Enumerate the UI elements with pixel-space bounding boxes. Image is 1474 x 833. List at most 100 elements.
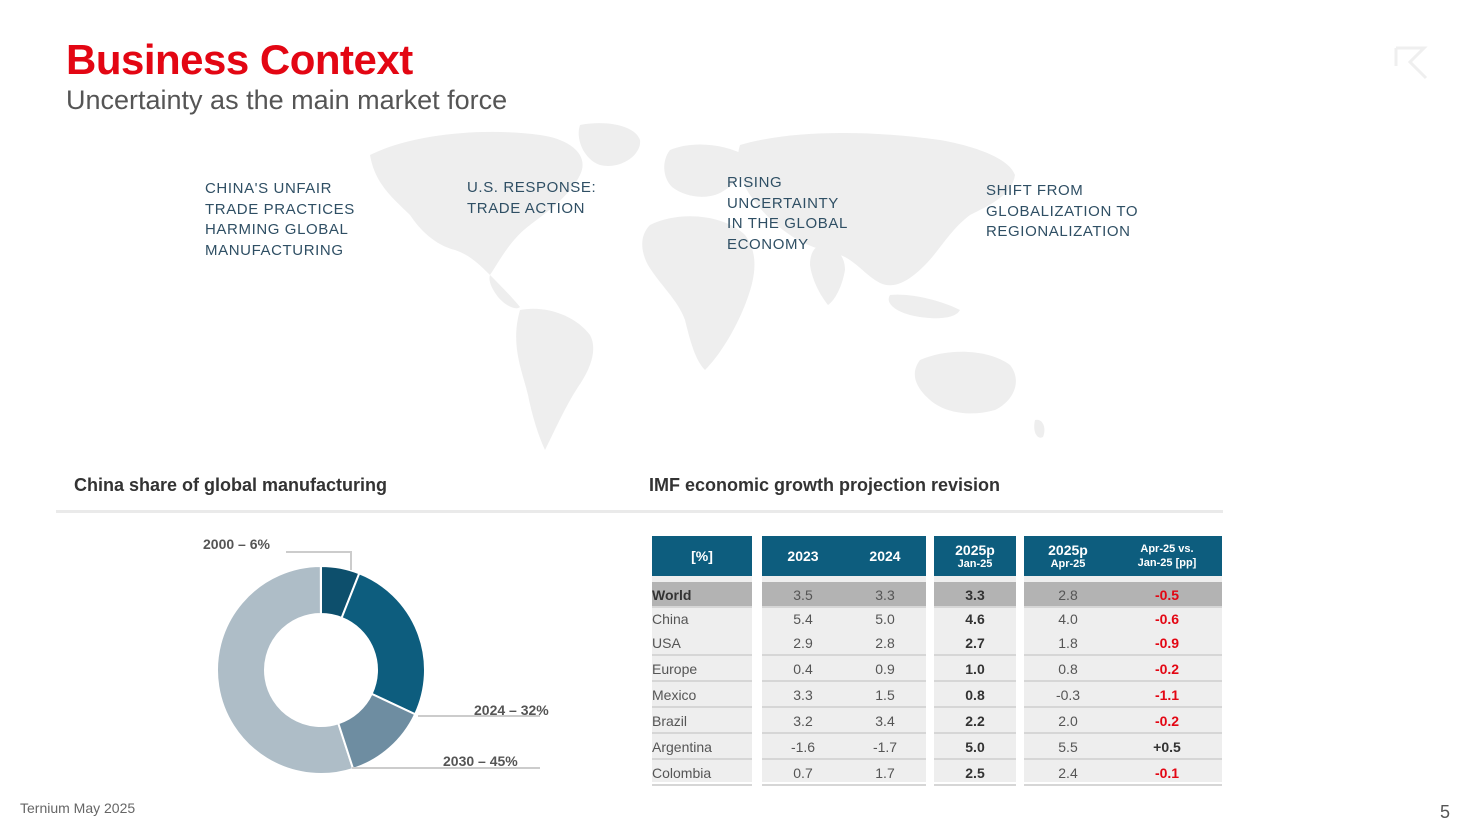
row-divider (652, 606, 752, 608)
cell-diff: -0.9 (1154, 635, 1180, 651)
row-divider (762, 784, 926, 786)
world-map-background (370, 123, 1045, 450)
row-divider (934, 706, 1016, 708)
cell-y2023: 3.5 (762, 582, 844, 608)
imf-table-title: IMF economic growth projection revision (649, 475, 1001, 495)
table-row: USA 2.9 2.8 2.7 1.8 -0.9 (652, 630, 1224, 656)
page-title: Business Context (66, 36, 413, 83)
donut-slice-2024 (340, 572, 426, 716)
row-divider (762, 680, 926, 682)
cell-jan25: 5.0 (965, 739, 985, 755)
cell-y2024: 5.0 (875, 611, 895, 627)
cell-apr25: 0.8 (1058, 661, 1078, 677)
cell-jan25: 2.2 (965, 713, 985, 729)
cell-y2023: 0.4 (793, 661, 813, 677)
cell-label: Mexico (652, 687, 697, 703)
cell-label: Europe (652, 661, 698, 677)
col-header-pct: [%] (652, 536, 752, 576)
cell-y2023: -1.6 (790, 739, 816, 755)
table-row: Argentina -1.6 -1.7 5.0 5.5 +0.5 (652, 734, 1224, 760)
cell-diff: +0.5 (1153, 739, 1181, 755)
cell-y2024: 1.7 (875, 765, 895, 781)
cell-y2023: 5.4 (793, 611, 813, 627)
row-divider (934, 654, 1016, 656)
page-subtitle: Uncertainty as the main market force (66, 85, 508, 115)
row-divider (762, 732, 926, 734)
col-header-2023-text: 2023 (787, 548, 819, 564)
table-row: World 3.5 3.3 3.3 2.8 -0.5 (652, 582, 1224, 608)
cell-jan25: 0.8 (965, 687, 985, 703)
cell-label: USA (652, 635, 681, 651)
donut-leader-line-2000 (286, 551, 352, 570)
footer-source: Ternium May 2025 (20, 800, 136, 816)
cell-label: China (652, 611, 689, 627)
brand-logo-icon (1394, 46, 1428, 80)
col-header-2025p-jan-sub: Jan-25 (957, 558, 993, 570)
row-divider (934, 784, 1016, 786)
col-header-2025p-jan: 2025p Jan-25 (934, 536, 1016, 576)
theme-us-response: U.S. RESPONSE: TRADE ACTION (467, 179, 597, 217)
cell-apr25: 2.8 (1024, 582, 1112, 608)
cell-label: Argentina (652, 739, 712, 755)
col-header-2024-text: 2024 (869, 548, 901, 564)
cell-jan25: 2.7 (965, 635, 985, 651)
row-divider (934, 758, 1016, 760)
col-header-pct-text: [%] (691, 548, 713, 564)
row-divider (1024, 784, 1222, 786)
col-bg-label (652, 576, 752, 782)
cell-diff: -0.5 (1112, 582, 1222, 608)
row-divider (1024, 706, 1222, 708)
china-share-donut-chart (216, 551, 540, 775)
cell-y2024: -1.7 (872, 739, 898, 755)
cell-y2023: 3.3 (793, 687, 813, 703)
cell-apr25: 5.5 (1058, 739, 1078, 755)
table-row: China 5.4 5.0 4.6 4.0 -0.6 (652, 608, 1224, 630)
col-header-2023: 2023 (762, 536, 844, 576)
col-header-2025p-apr: 2025p Apr-25 (1024, 536, 1112, 576)
cell-diff: -0.1 (1154, 765, 1180, 781)
cell-y2023: 3.2 (793, 713, 813, 729)
cell-y2024: 3.4 (875, 713, 895, 729)
theme-rising-uncertainty: RISING UNCERTAINTY IN THE GLOBAL ECONOMY (727, 174, 848, 253)
col-header-2025p-apr-sub: Apr-25 (1050, 558, 1086, 570)
row-divider (1024, 606, 1222, 608)
cell-y2023: 0.7 (793, 765, 813, 781)
row-divider (934, 606, 1016, 608)
row-divider (652, 784, 752, 786)
row-divider (1024, 758, 1222, 760)
cell-label: Brazil (652, 713, 688, 729)
cell-apr25: 2.0 (1058, 713, 1078, 729)
row-divider (762, 654, 926, 656)
cell-y2024: 3.3 (844, 582, 926, 608)
cell-apr25: 4.0 (1058, 611, 1078, 627)
cell-label: World (652, 582, 752, 608)
cell-apr25: 1.8 (1058, 635, 1078, 651)
col-bg-jan25 (934, 576, 1016, 782)
cell-y2023: 2.9 (793, 635, 813, 651)
theme-regionalization: SHIFT FROM GLOBALIZATION TO REGIONALIZAT… (986, 182, 1139, 240)
theme-china-unfair-trade: CHINA'S UNFAIR TRADE PRACTICES HARMING G… (205, 180, 355, 259)
section-divider (56, 510, 1223, 513)
col-bg-2023-2024 (762, 576, 926, 782)
cell-y2024: 0.9 (875, 661, 895, 677)
row-divider (762, 758, 926, 760)
row-divider (652, 758, 752, 760)
cell-jan25: 3.3 (934, 582, 1016, 608)
row-divider (652, 680, 752, 682)
row-divider (934, 732, 1016, 734)
cell-label: Colombia (652, 765, 712, 781)
donut-label-2024: 2024 – 32% (474, 702, 549, 718)
cell-diff: -0.6 (1154, 611, 1180, 627)
col-header-diff: Apr-25 vs. Jan-25 [pp] (1112, 536, 1222, 576)
cell-jan25: 4.6 (965, 611, 985, 627)
row-divider (1024, 680, 1222, 682)
row-divider (652, 706, 752, 708)
col-header-2024: 2024 (844, 536, 926, 576)
row-divider (934, 680, 1016, 682)
table-row: Brazil 3.2 3.4 2.2 2.0 -0.2 (652, 708, 1224, 734)
cell-diff: -0.2 (1154, 661, 1180, 677)
col-header-2025p-apr-text: 2025p (1048, 542, 1088, 558)
donut-label-2000: 2000 – 6% (203, 536, 270, 552)
cell-y2024: 2.8 (875, 635, 895, 651)
row-divider (1024, 654, 1222, 656)
